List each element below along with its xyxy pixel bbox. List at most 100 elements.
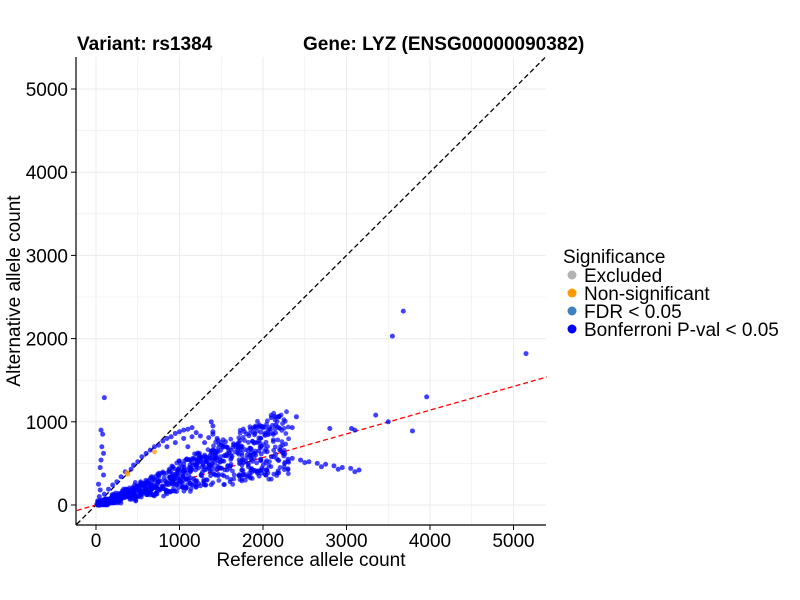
data-point-bonferroni	[159, 470, 165, 476]
data-point-bonferroni	[97, 465, 103, 471]
data-point-bonferroni	[248, 457, 254, 463]
data-point-bonferroni	[128, 490, 134, 496]
data-point-bonferroni	[205, 447, 211, 453]
data-point-bonferroni	[185, 444, 191, 450]
data-point-bonferroni	[285, 471, 291, 477]
data-point-bonferroni	[236, 435, 242, 441]
data-point-bonferroni	[216, 471, 221, 477]
data-point-bonferroni	[220, 472, 225, 478]
data-point-bonferroni	[389, 333, 395, 339]
data-point-bonferroni	[263, 439, 269, 445]
y-tick-label: 3000	[26, 246, 68, 267]
data-point-bonferroni	[230, 468, 235, 474]
data-point-bonferroni	[114, 495, 120, 501]
data-point-bonferroni	[149, 484, 154, 490]
legend-key	[567, 288, 577, 298]
data-point-bonferroni	[202, 464, 208, 470]
data-point-bonferroni	[202, 440, 208, 446]
data-point-bonferroni	[208, 482, 214, 488]
x-tick-label: 0	[91, 531, 102, 552]
data-point-bonferroni	[186, 464, 192, 470]
data-point-bonferroni	[271, 410, 277, 416]
y-tick-label: 5000	[26, 80, 68, 101]
legend-title: Significance	[563, 247, 665, 268]
data-point-bonferroni	[228, 436, 234, 442]
data-point-bonferroni	[247, 453, 253, 458]
data-point-bonferroni	[208, 419, 214, 425]
data-point-bonferroni	[225, 463, 231, 469]
data-point-bonferroni	[331, 463, 337, 469]
data-point-bonferroni	[256, 448, 262, 454]
data-point-bonferroni	[199, 473, 205, 479]
data-point-bonferroni	[187, 489, 193, 494]
data-point-bonferroni	[189, 425, 195, 431]
data-point-bonferroni	[179, 484, 185, 490]
data-point-bonferroni	[257, 440, 263, 446]
data-point-bonferroni	[298, 457, 304, 463]
data-point-bonferroni	[210, 429, 216, 435]
data-point-bonferroni	[229, 453, 235, 459]
data-point-bonferroni	[101, 450, 107, 456]
data-point-bonferroni	[277, 465, 283, 470]
data-point-bonferroni	[246, 440, 251, 445]
data-point-bonferroni	[98, 427, 104, 433]
data-point-bonferroni	[181, 427, 187, 433]
identity-reference-line	[76, 55, 548, 525]
data-point-bonferroni	[264, 421, 269, 427]
data-point-bonferroni	[204, 477, 210, 483]
data-point-bonferroni	[131, 462, 137, 468]
data-point-bonferroni	[143, 450, 149, 456]
x-tick-label: 4000	[409, 531, 451, 552]
data-point-bonferroni	[247, 445, 253, 451]
data-point-bonferroni	[96, 481, 102, 487]
data-point-bonferroni	[246, 433, 252, 439]
data-point-bonferroni	[101, 395, 107, 401]
data-point-bonferroni	[156, 479, 161, 485]
y-tick-label: 1000	[26, 413, 68, 434]
data-point-bonferroni	[352, 469, 358, 475]
data-point-bonferroni	[258, 456, 263, 462]
data-point-bonferroni	[247, 470, 252, 476]
data-point-bonferroni	[221, 482, 227, 487]
data-point-bonferroni	[348, 465, 354, 471]
data-point-bonferroni	[97, 487, 103, 493]
data-point-bonferroni	[181, 467, 187, 472]
data-point-bonferroni	[272, 444, 278, 450]
data-point-bonferroni	[323, 461, 329, 467]
data-point-bonferroni	[185, 426, 191, 432]
data-point-bonferroni	[268, 476, 274, 482]
data-point-bonferroni	[222, 467, 228, 473]
data-point-bonferroni	[98, 500, 104, 506]
data-point-bonferroni	[276, 414, 282, 420]
data-point-bonferroni	[218, 442, 224, 448]
data-point-bonferroni	[215, 465, 221, 471]
data-point-bonferroni	[172, 430, 178, 436]
data-point-bonferroni	[181, 435, 187, 441]
data-point-bonferroni	[153, 473, 159, 479]
y-tick-label: 4000	[26, 163, 68, 184]
data-point-bonferroni	[222, 439, 228, 445]
data-point-bonferroni	[273, 422, 279, 428]
data-point-bonferroni	[172, 476, 178, 482]
data-point-bonferroni	[327, 425, 333, 431]
data-point-bonferroni	[147, 447, 153, 453]
data-point-bonferroni	[208, 473, 213, 479]
data-point-bonferroni	[285, 456, 291, 462]
data-point-bonferroni	[118, 474, 124, 480]
data-point-bonferroni	[217, 457, 223, 462]
data-point-bonferroni	[424, 394, 430, 400]
data-point-bonferroni	[139, 454, 145, 460]
data-point-bonferroni	[231, 442, 237, 448]
data-point-bonferroni	[270, 430, 276, 436]
data-point-bonferroni	[249, 476, 255, 481]
data-point-bonferroni	[314, 460, 320, 466]
data-point-bonferroni	[252, 467, 258, 473]
data-point-bonferroni	[247, 424, 253, 430]
data-point-bonferroni	[223, 453, 229, 458]
data-point-bonferroni	[523, 351, 529, 357]
data-point-bonferroni	[280, 442, 286, 448]
data-point-bonferroni	[189, 434, 195, 440]
data-point-bonferroni	[170, 480, 175, 486]
x-axis-ticks: 0 1000 2000 3000 4000 5000	[91, 525, 535, 552]
